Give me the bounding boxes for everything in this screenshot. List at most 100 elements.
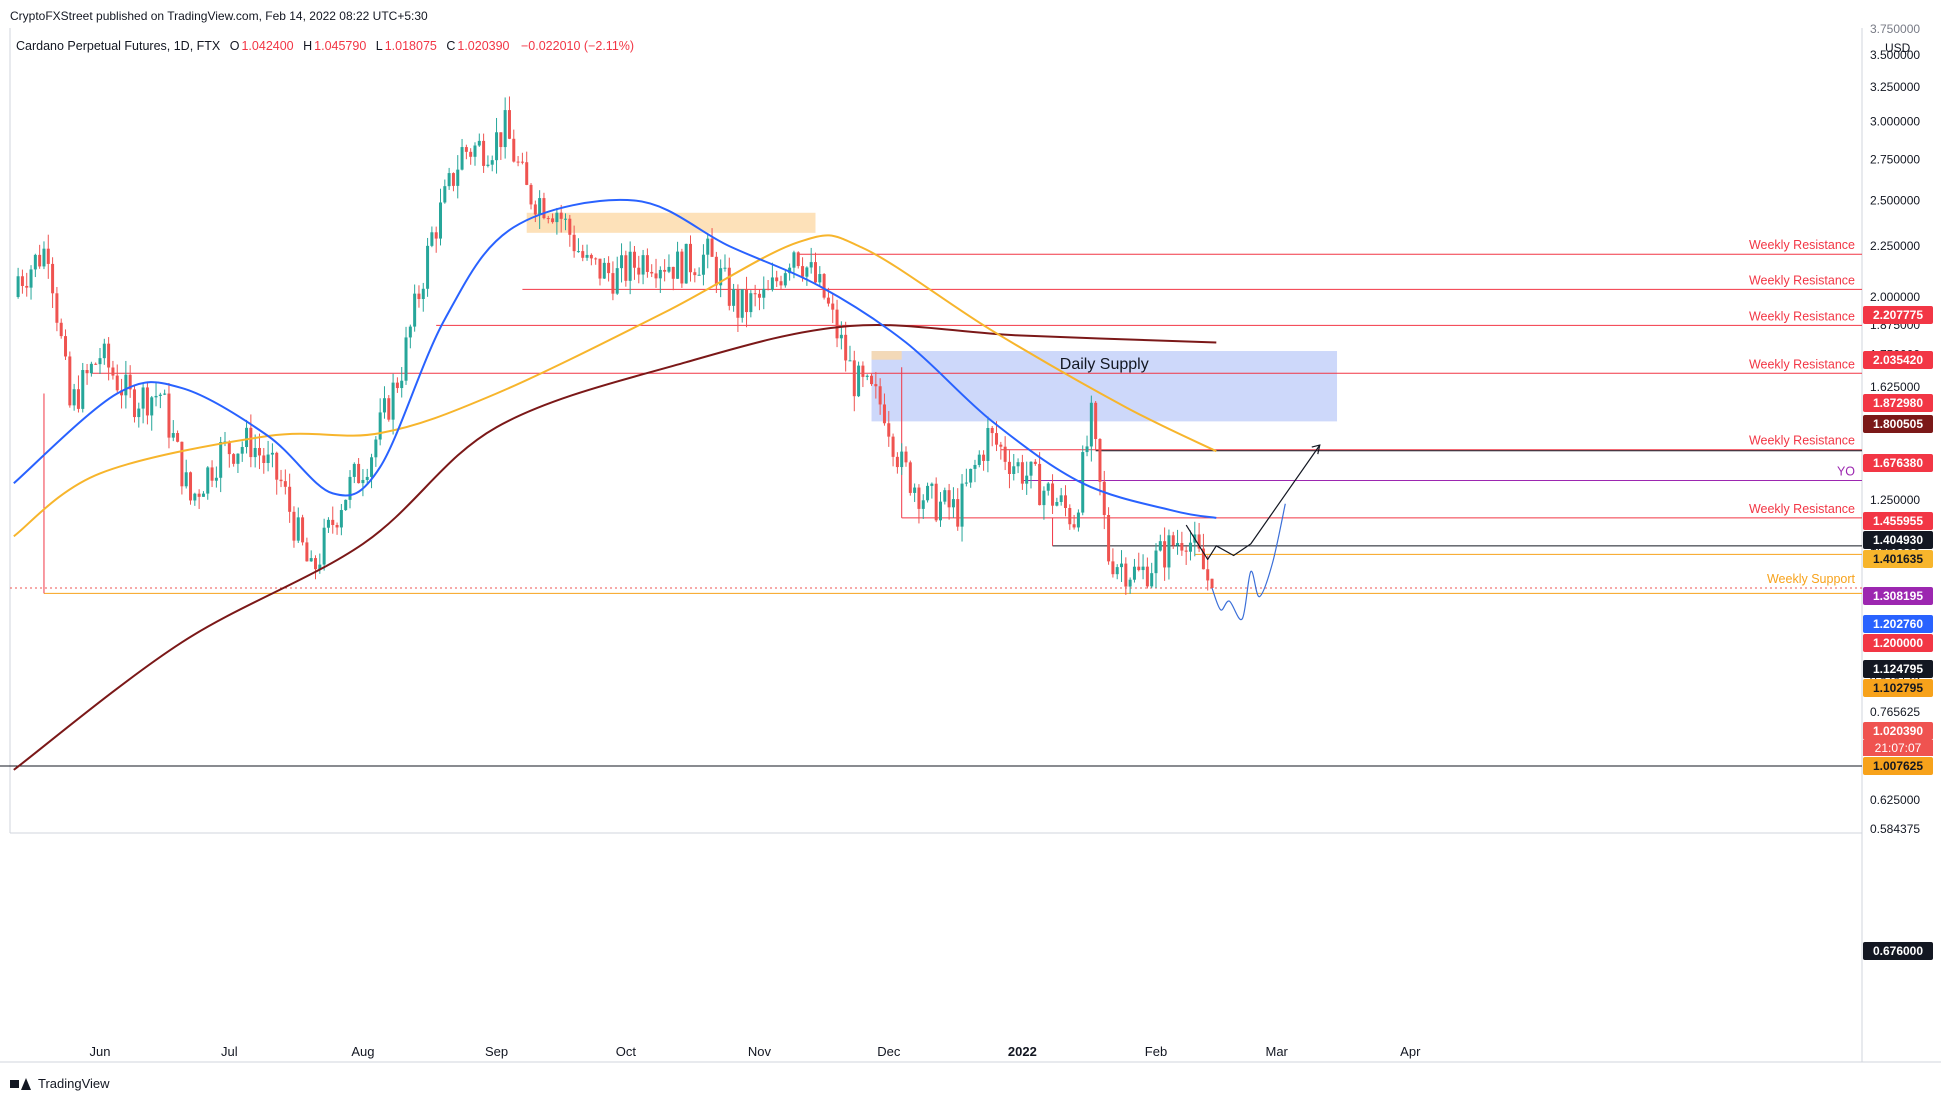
candle-body	[1020, 462, 1024, 484]
price-axis-badge	[1863, 615, 1933, 633]
candle-body	[1158, 541, 1162, 551]
candle-body	[344, 499, 348, 511]
candle-body	[792, 252, 796, 268]
candle-body	[1055, 501, 1059, 506]
candle-body	[1089, 402, 1093, 447]
candle-body	[986, 427, 990, 461]
candle-body	[107, 343, 111, 368]
candle-body	[736, 289, 740, 318]
candle-body	[770, 277, 774, 290]
candle-body	[1141, 566, 1145, 571]
candle-body	[1068, 508, 1072, 525]
candle-body	[1188, 542, 1192, 552]
candle-body	[378, 412, 382, 440]
x-tick-label: Mar	[1265, 1044, 1288, 1059]
candle-body	[253, 447, 257, 458]
candle-body	[64, 336, 68, 357]
candle-body	[878, 386, 882, 405]
candle-body	[292, 511, 296, 541]
level-text-label: YO	[1837, 465, 1855, 479]
candle-body	[684, 243, 688, 284]
candle-body	[1180, 543, 1184, 551]
candle-body	[576, 251, 580, 253]
currency-label: USD	[1885, 41, 1911, 55]
candle-body	[1007, 461, 1011, 474]
candle-body	[387, 398, 391, 420]
candle-body	[723, 267, 727, 269]
candle-body	[654, 273, 658, 279]
candle-body	[201, 493, 205, 497]
candle-body	[551, 218, 555, 223]
candle-body	[232, 454, 236, 464]
candle-body	[283, 481, 287, 487]
candle-body	[680, 251, 684, 284]
candle-body	[408, 326, 412, 338]
candle-body	[451, 173, 455, 186]
candle-body	[1102, 481, 1106, 516]
price-axis-badge-label: 2.207775	[1873, 308, 1923, 322]
price-axis-badge-label: 1.102795	[1873, 681, 1923, 695]
candle-body	[309, 558, 313, 562]
candle-body	[1016, 462, 1020, 467]
candle-body	[1003, 446, 1007, 462]
candle-body	[469, 151, 473, 157]
candle-body	[848, 360, 852, 362]
candle-body	[1072, 524, 1076, 528]
candle-body	[1033, 461, 1037, 464]
candle-body	[1046, 483, 1050, 491]
candle-body	[813, 262, 817, 283]
x-tick-label: Oct	[616, 1044, 637, 1059]
candle-body	[262, 455, 266, 464]
candle-body	[72, 389, 76, 406]
candle-body	[495, 132, 499, 161]
candle-body	[585, 254, 589, 258]
candle-body	[1145, 566, 1149, 587]
candle-body	[969, 468, 973, 483]
price-axis-badge	[1863, 454, 1933, 472]
candle-body	[89, 363, 93, 374]
candle-body	[624, 255, 628, 281]
candle-body	[352, 463, 356, 477]
projection-path-blue	[1211, 503, 1286, 621]
level-text-label: Weekly Support	[1767, 572, 1856, 586]
candle-body	[546, 218, 550, 220]
candle-body	[339, 510, 343, 528]
candle-body	[477, 140, 481, 146]
candle-body	[426, 245, 430, 289]
price-axis-badge-label: 2.035420	[1873, 353, 1923, 367]
change-value: −0.022010 (−2.11%)	[521, 39, 635, 53]
candle-body	[1115, 567, 1119, 575]
price-axis-badge	[1863, 660, 1933, 678]
candle-body	[318, 564, 322, 570]
candle-body	[620, 255, 624, 269]
y-tick-label: 3.500000	[1870, 48, 1920, 62]
projection-path-black	[1185, 444, 1321, 560]
candle-body	[611, 273, 615, 294]
level-text-label: Weekly Resistance	[1749, 357, 1855, 371]
candle-body	[516, 161, 520, 163]
candle-body	[460, 147, 464, 170]
candle-body	[538, 198, 542, 215]
candle-body	[434, 232, 438, 239]
candle-body	[835, 309, 839, 339]
candle-body	[404, 337, 408, 381]
candle-body	[512, 138, 516, 162]
price-axis-badge-label: 1.404930	[1873, 533, 1923, 547]
price-axis-badge-label: 0.676000	[1873, 944, 1923, 958]
projection-arrowhead	[1311, 444, 1321, 455]
candle-body	[443, 186, 447, 203]
candle-body	[788, 267, 792, 274]
candle-body	[801, 266, 805, 277]
footer[interactable]: TradingView	[10, 1076, 110, 1091]
price-axis-badge	[1863, 679, 1933, 697]
candle-body	[938, 501, 942, 521]
candle-body	[870, 375, 874, 385]
candle-body	[98, 358, 102, 365]
high-value: 1.045790	[314, 39, 367, 53]
y-tick-label: 3.000000	[1870, 115, 1920, 129]
candle-body	[594, 258, 598, 260]
candle-body	[305, 542, 309, 562]
candle-body	[357, 463, 361, 484]
candle-body	[361, 479, 365, 484]
